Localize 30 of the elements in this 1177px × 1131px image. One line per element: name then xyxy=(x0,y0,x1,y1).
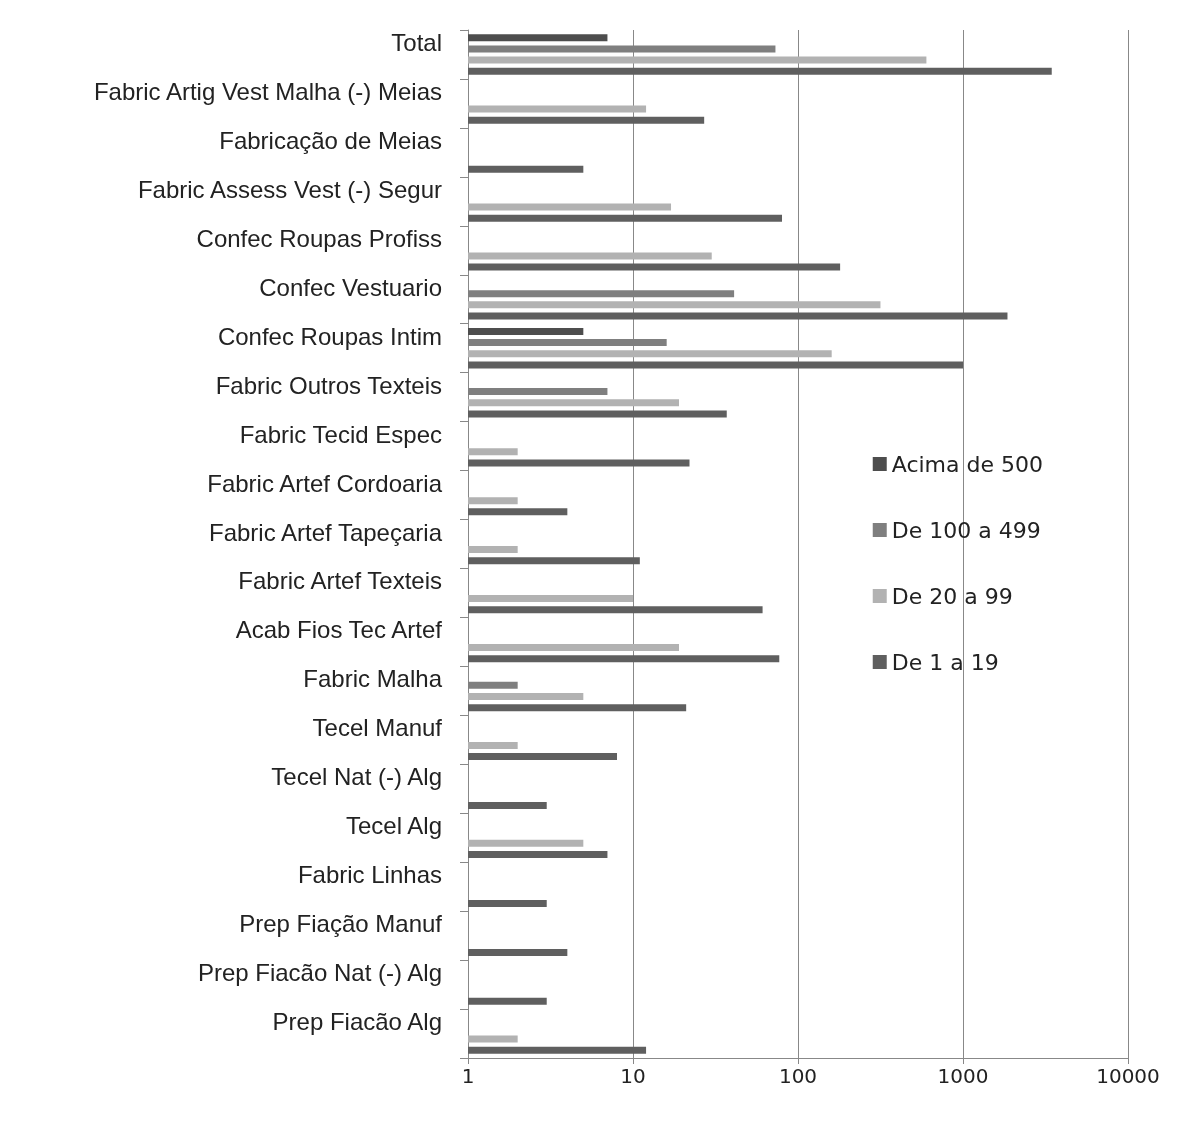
y-tick-label: Acab Fios Tec Artef xyxy=(235,616,443,644)
y-tick-label: Prep Fiacão Nat (-) Alg xyxy=(197,959,442,987)
y-tick-label: Tecel Alg xyxy=(345,812,442,840)
legend-label: De 1 a 19 xyxy=(891,649,999,675)
y-tick-label: Tecel Nat (-) Alg xyxy=(271,763,442,791)
y-tick-label: Prep Fiacão Alg xyxy=(272,1008,442,1036)
y-tick-label: Prep Fiação Manuf xyxy=(239,910,443,938)
y-tick-label: Fabricação de Meias xyxy=(219,126,442,154)
y-tick-label: Fabric Artef Cordoaria xyxy=(207,469,443,497)
legend-label: De 20 a 99 xyxy=(891,583,1013,609)
y-tick-label: Fabric Linhas xyxy=(297,861,442,889)
y-tick-label: Fabric Assess Vest (-) Segur xyxy=(137,175,442,203)
y-tick-label: Total xyxy=(391,28,442,56)
y-tick-label: Confec Vestuario xyxy=(259,273,442,301)
legend-label: De 100 a 499 xyxy=(891,517,1041,543)
x-tick-label: 100 xyxy=(778,1064,818,1088)
y-tick-label: Confec Roupas Profiss xyxy=(196,224,442,252)
y-tick-label: Fabric Artef Tapeçaria xyxy=(208,518,443,546)
y-tick-label: Fabric Tecid Espec xyxy=(239,420,442,448)
x-tick-label: 10000 xyxy=(1096,1064,1160,1088)
y-tick-label: Fabric Artef Texteis xyxy=(238,567,442,595)
x-tick-label: 10 xyxy=(620,1064,646,1088)
y-tick-label: Fabric Artig Vest Malha (-) Meias xyxy=(93,77,442,105)
legend-label: Acima de 500 xyxy=(891,451,1043,477)
y-tick-label: Fabric Outros Texteis xyxy=(215,371,442,399)
x-tick-label: 1000 xyxy=(937,1064,989,1088)
y-tick-label: Fabric Malha xyxy=(303,665,443,693)
x-tick-label: 1 xyxy=(461,1064,475,1088)
y-tick-label: Tecel Manuf xyxy=(312,714,443,742)
y-tick-label: Confec Roupas Intim xyxy=(217,322,442,350)
